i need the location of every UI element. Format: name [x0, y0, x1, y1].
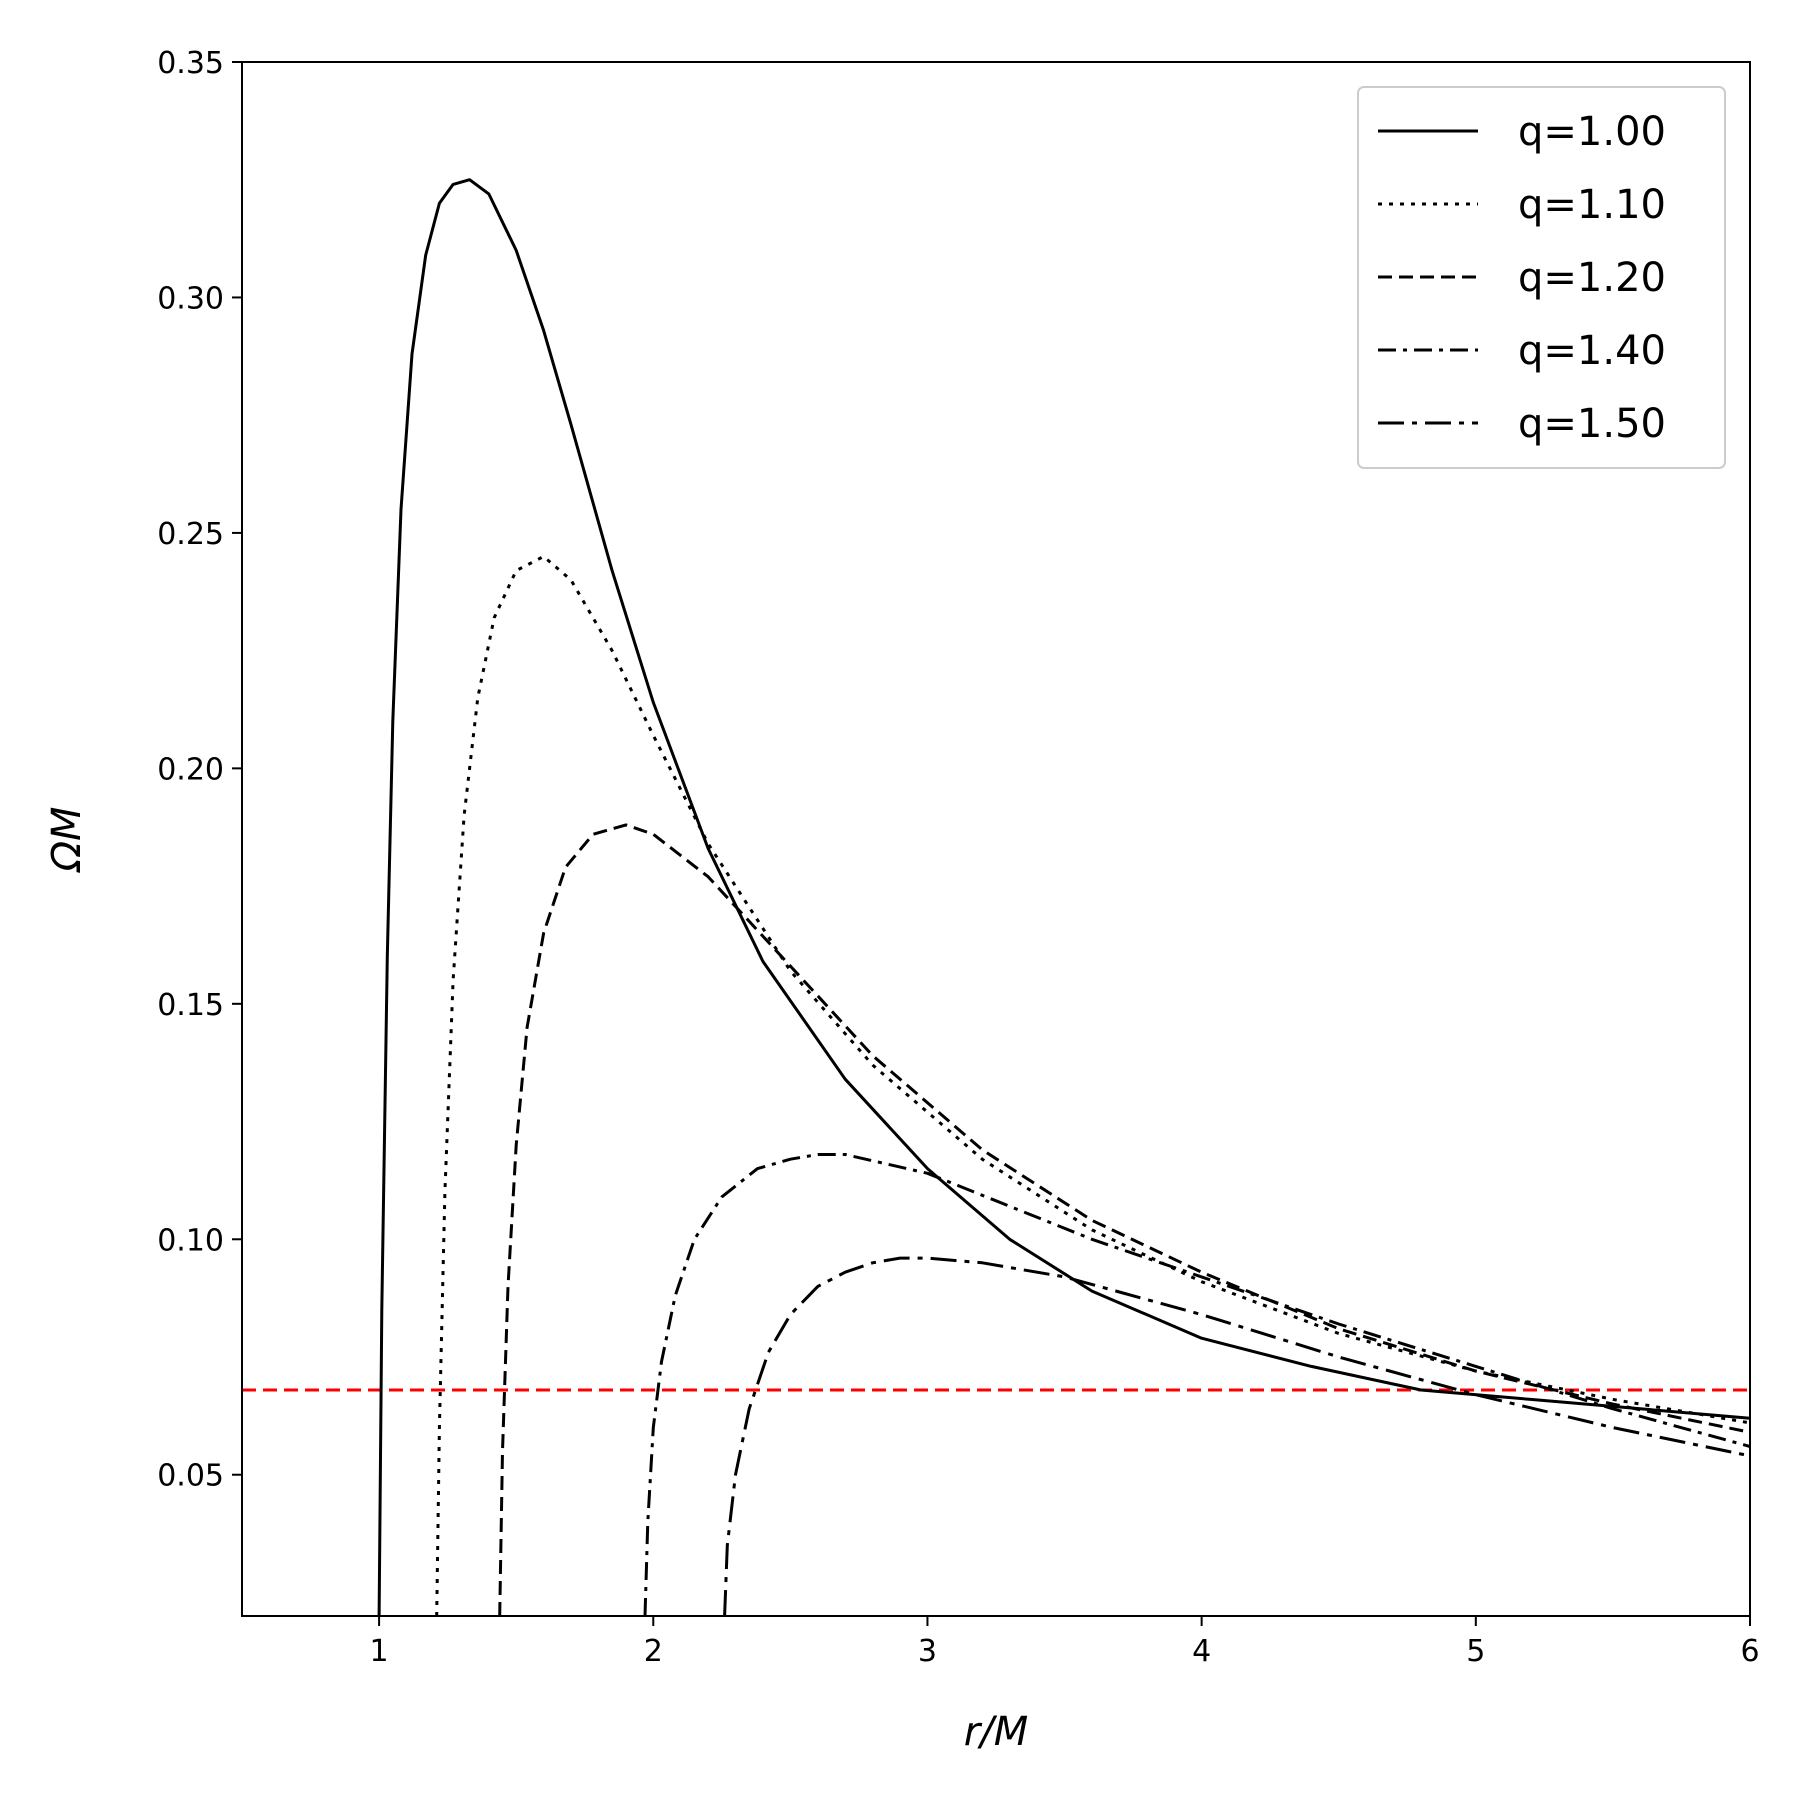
legend-box — [1357, 86, 1726, 469]
series-layer — [377, 178, 1750, 1616]
x-tick-label: 2 — [644, 1634, 663, 1669]
y-tick-label: 0.10 — [157, 1223, 224, 1258]
legend: q=1.00 q=1.10 q=1.20 q=1.40 q=1.50 — [1357, 86, 1726, 469]
series-line-q140 — [643, 1153, 1750, 1616]
series-line-q150 — [723, 1256, 1750, 1616]
x-axis-label: r/M — [964, 1709, 1028, 1755]
plot-frame — [241, 61, 1751, 1617]
legend-label: q=1.00 — [1518, 109, 1666, 155]
x-tick-label: 6 — [1740, 1634, 1759, 1669]
legend-label: q=1.10 — [1518, 182, 1666, 228]
y-axis-label: ΩM — [44, 806, 90, 873]
x-tick-label: 3 — [918, 1634, 937, 1669]
axes: 1 2 3 4 5 6 0.05 0.10 0.15 0.20 0.25 0.30 0.35 — [157, 46, 1759, 1669]
x-tick-label: 5 — [1466, 1634, 1485, 1669]
x-tick-label: 4 — [1192, 1634, 1211, 1669]
y-tick-label: 0.05 — [157, 1459, 224, 1494]
y-tick-label: 0.25 — [157, 517, 224, 552]
series-line-q110 — [435, 555, 1750, 1616]
x-tick-label: 1 — [370, 1634, 389, 1669]
legend-label: q=1.20 — [1518, 255, 1666, 301]
y-tick-label: 0.30 — [157, 281, 224, 316]
series-line-q100 — [377, 178, 1750, 1616]
y-tick-label: 0.15 — [157, 988, 224, 1023]
legend-label: q=1.40 — [1518, 328, 1666, 374]
y-tick-label: 0.20 — [157, 752, 224, 787]
legend-label: q=1.50 — [1518, 401, 1666, 447]
series-line-q120 — [498, 823, 1750, 1616]
y-tick-label: 0.35 — [157, 46, 224, 81]
